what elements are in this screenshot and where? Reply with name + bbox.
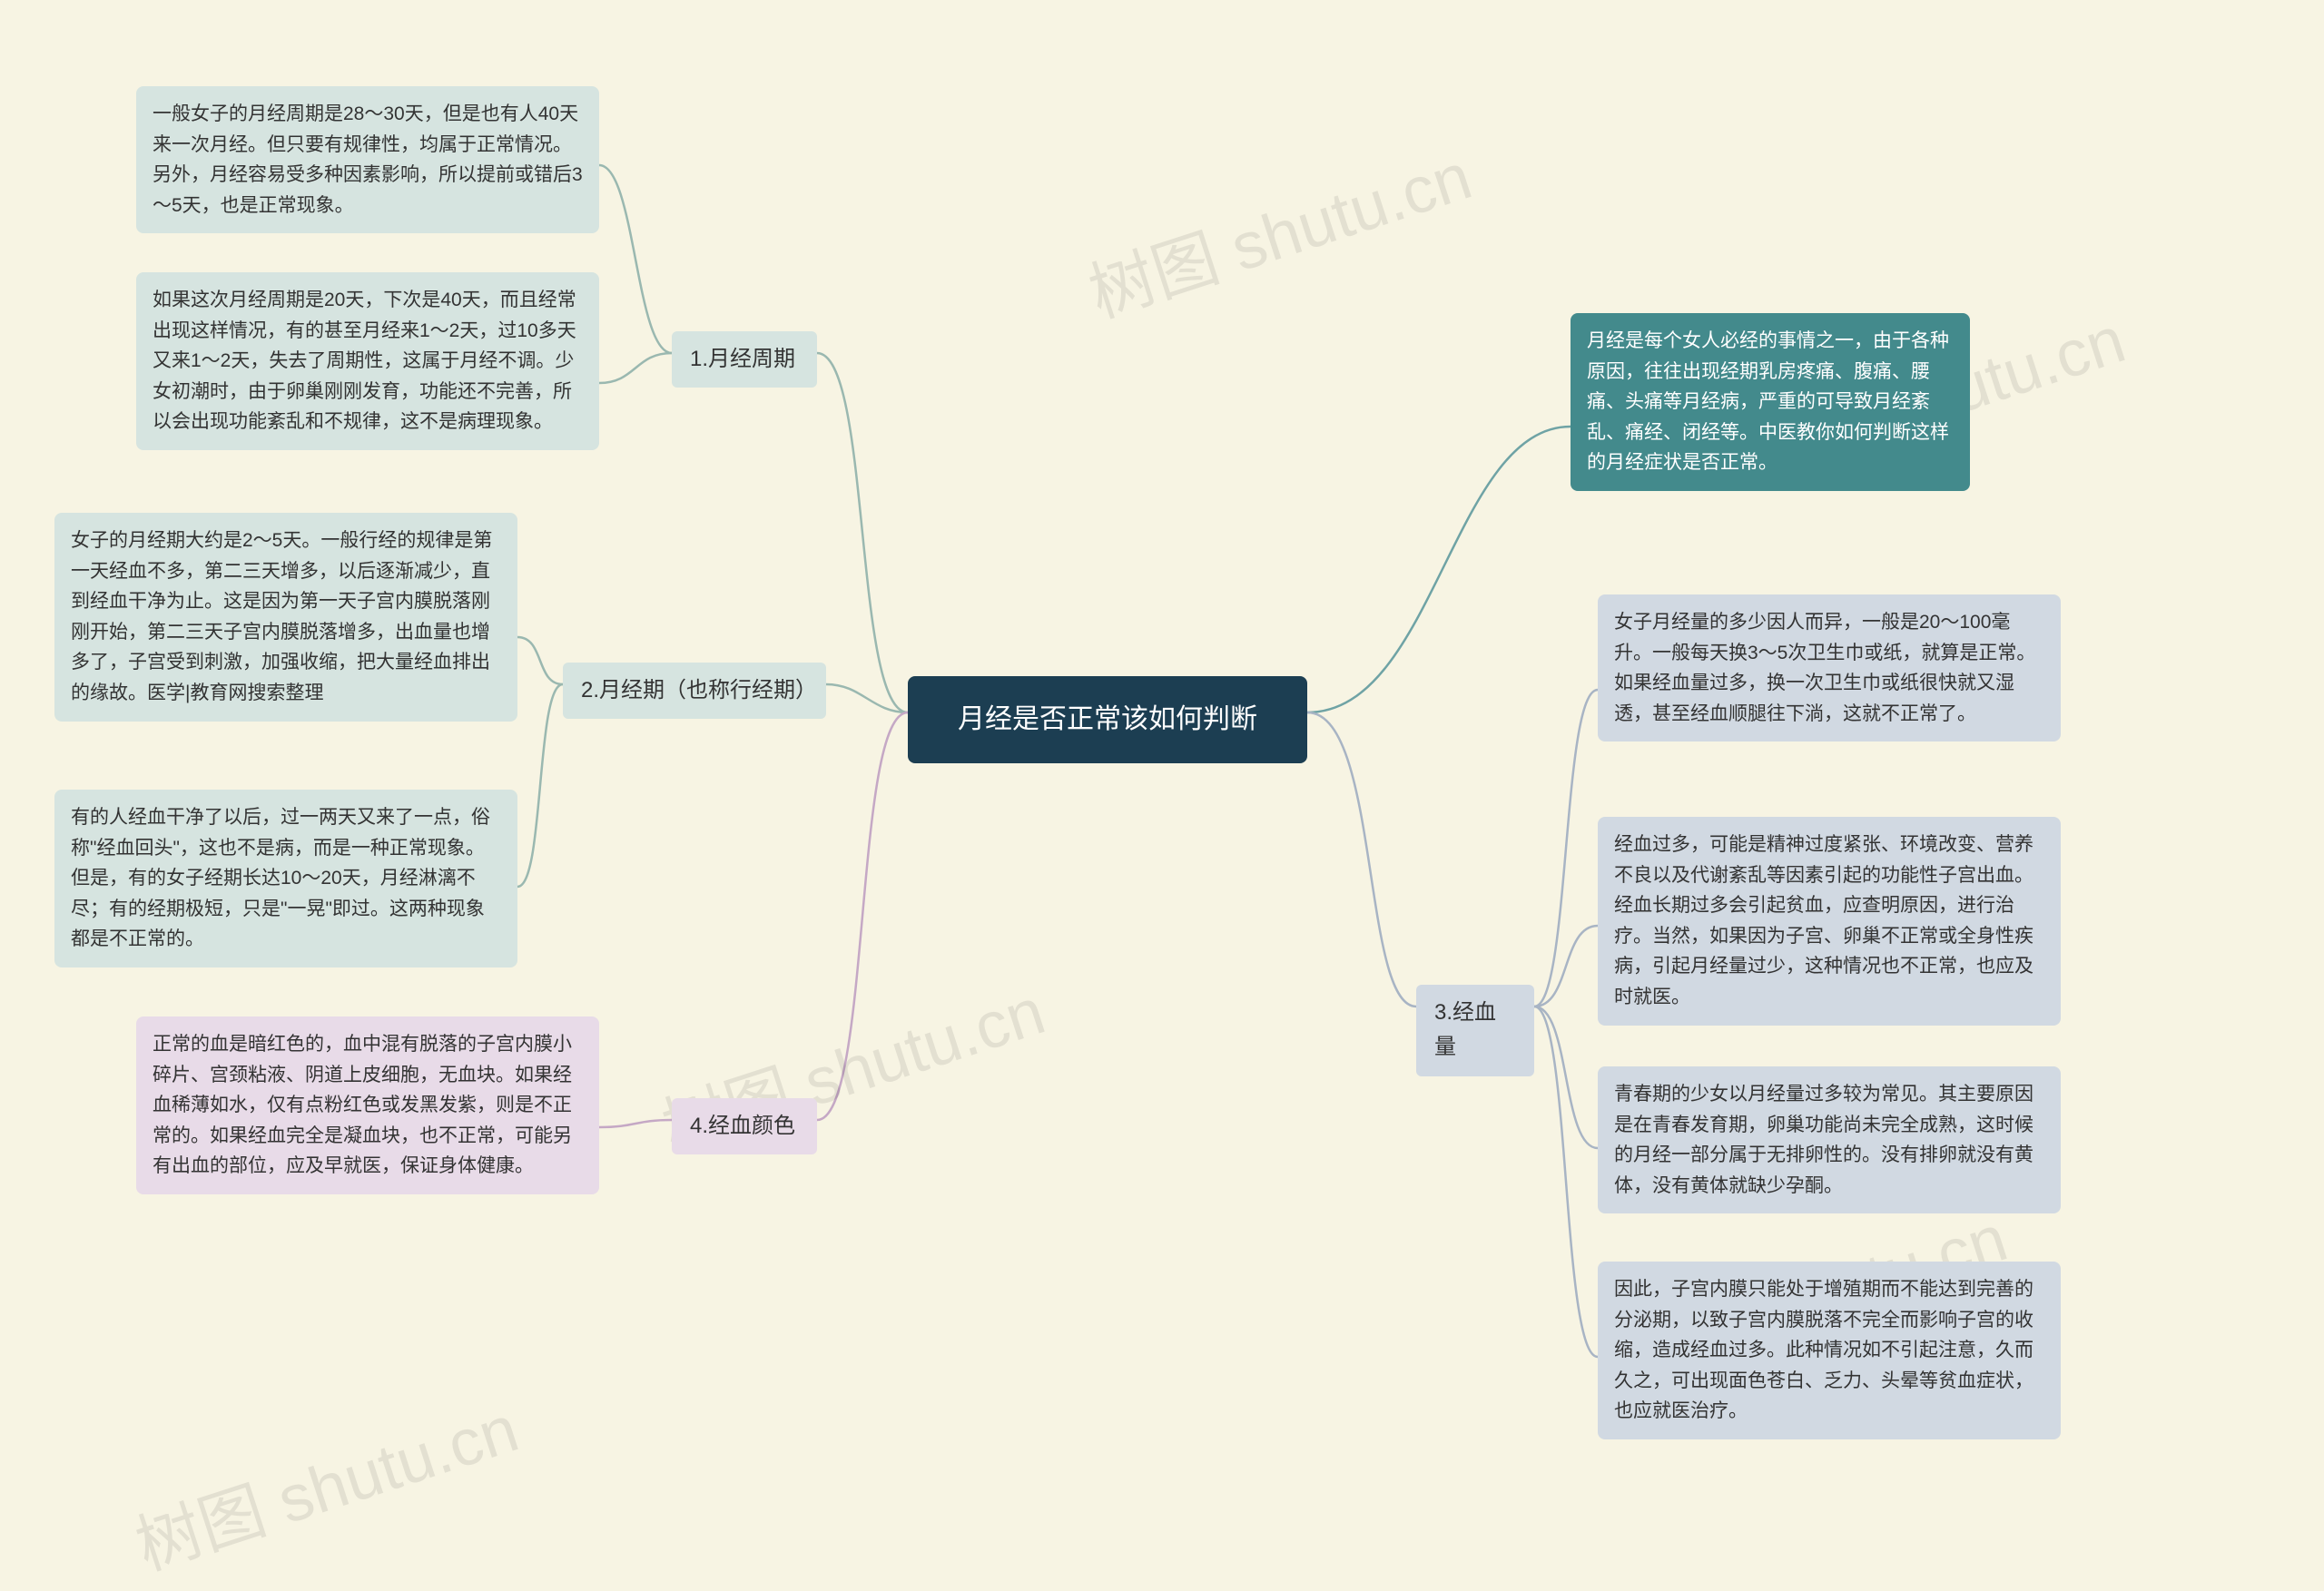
edge-b4-leaf4 — [1534, 1007, 1598, 1357]
edge-central-b2 — [826, 684, 908, 712]
edge-b1-leaf1 — [599, 165, 672, 353]
leaf-cycle-2: 如果这次月经周期是20天，下次是40天，而且经常出现这样情况，有的甚至月经来1～… — [136, 272, 599, 450]
leaf-period-2: 有的人经血干净了以后，过一两天又来了一点，俗称"经血回头"，这也不是病，而是一种… — [54, 790, 517, 967]
leaf-volume-1: 女子月经量的多少因人而异，一般是20～100毫升。一般每天换3～5次卫生巾或纸，… — [1598, 594, 2061, 741]
edge-central-intro — [1307, 427, 1571, 712]
branch-cycle: 1.月经周期 — [672, 331, 817, 388]
leaf-cycle-1: 一般女子的月经周期是28～30天，但是也有人40天来一次月经。但只要有规律性，均… — [136, 86, 599, 233]
branch-period: 2.月经期（也称行经期） — [563, 663, 826, 719]
edge-b1-leaf2 — [599, 353, 672, 383]
central-topic: 月经是否正常该如何判断 — [908, 676, 1307, 763]
edge-central-b1 — [817, 353, 908, 712]
edge-b4-leaf2 — [1534, 926, 1598, 1007]
watermark: 树图 shutu.cn — [1075, 123, 1481, 336]
edge-b3-leaf1 — [599, 1120, 672, 1127]
leaf-volume-4: 因此，子宫内膜只能处于增殖期而不能达到完善的分泌期，以致子宫内膜脱落不完全而影响… — [1598, 1262, 2061, 1439]
edge-b4-leaf3 — [1534, 1007, 1598, 1148]
intro-note: 月经是每个女人必经的事情之一，由于各种原因，往往出现经期乳房疼痛、腹痛、腰痛、头… — [1571, 313, 1970, 491]
edge-b2-leaf1 — [517, 637, 563, 684]
branch-color: 4.经血颜色 — [672, 1098, 817, 1154]
edge-b2-leaf2 — [517, 684, 563, 887]
watermark: 树图 shutu.cn — [122, 1375, 527, 1588]
edge-central-b3 — [817, 712, 908, 1120]
edge-central-b4 — [1307, 712, 1416, 1007]
edge-b4-leaf1 — [1534, 690, 1598, 1007]
leaf-color-1: 正常的血是暗红色的，血中混有脱落的子宫内膜小碎片、宫颈粘液、阴道上皮细胞，无血块… — [136, 1016, 599, 1194]
leaf-period-1: 女子的月经期大约是2～5天。一般行经的规律是第一天经血不多，第二三天增多，以后逐… — [54, 513, 517, 722]
leaf-volume-2: 经血过多，可能是精神过度紧张、环境改变、营养不良以及代谢紊乱等因素引起的功能性子… — [1598, 817, 2061, 1026]
leaf-volume-3: 青春期的少女以月经量过多较为常见。其主要原因是在青春发育期，卵巢功能尚未完全成熟… — [1598, 1066, 2061, 1213]
branch-volume: 3.经血量 — [1416, 985, 1534, 1076]
